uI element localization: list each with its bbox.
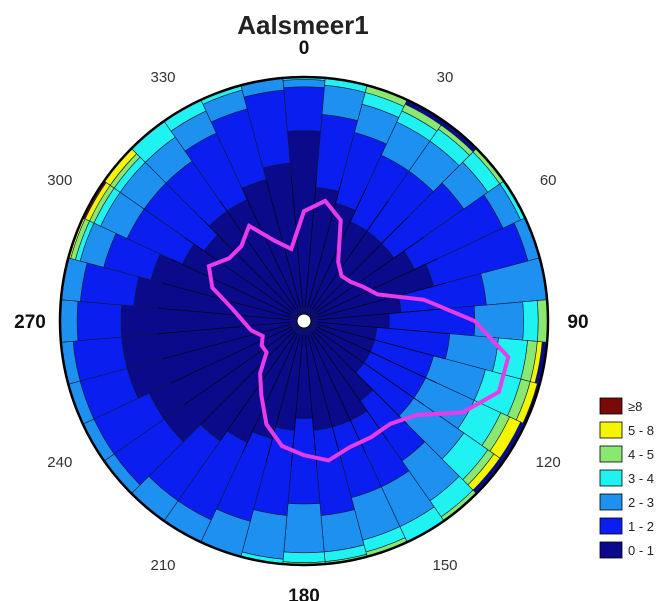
legend-swatch-0	[599, 397, 623, 415]
direction-tick-120: 120	[536, 454, 561, 471]
legend-swatch-2	[599, 445, 623, 463]
legend-label-4: 2 - 3	[628, 495, 654, 510]
direction-tick-30: 30	[437, 69, 454, 86]
spoke-240	[183, 328, 293, 406]
legend-swatch-5	[599, 517, 623, 535]
legend-label-6: 0 - 1	[628, 543, 654, 558]
spoke-210	[241, 333, 299, 454]
spoke-70	[316, 258, 437, 316]
spoke-190	[290, 334, 304, 467]
outline-series-line	[206, 198, 511, 463]
spokes-layer	[158, 175, 450, 467]
spoke-130	[315, 328, 425, 406]
spoke-110	[317, 324, 446, 360]
sector-270-bin-2	[59, 299, 79, 343]
spoke-0	[290, 175, 304, 308]
spoke-310	[183, 236, 293, 314]
spoke-330	[219, 200, 297, 310]
chart-title: Aalsmeer1	[237, 10, 369, 40]
legend-label-5: 1 - 2	[628, 519, 654, 534]
legend-label-3: 3 - 4	[628, 471, 654, 486]
outer-ring	[58, 75, 550, 567]
spoke-140	[313, 330, 408, 425]
direction-tick-90: 90	[567, 312, 588, 333]
spoke-280	[158, 307, 291, 321]
direction-tick-270: 270	[14, 312, 46, 333]
spoke-60	[315, 236, 425, 314]
spoke-40	[311, 200, 389, 310]
spoke-170	[307, 334, 343, 463]
spoke-230	[200, 330, 295, 425]
spoke-250	[171, 326, 292, 384]
spoke-90	[317, 307, 450, 321]
spoke-270	[158, 321, 291, 335]
direction-tick-210: 210	[150, 557, 175, 574]
legend-label-0: ≥8	[628, 399, 642, 414]
legend: ≥8 5 - 8 4 - 5 3 - 4 2 - 3 1 - 2 0 - 1	[599, 397, 654, 559]
sector-0-bin-2	[282, 79, 326, 88]
spoke-300	[171, 258, 292, 316]
spoke-150	[311, 332, 389, 442]
direction-tick-150: 150	[432, 557, 457, 574]
direction-tick-60: 60	[540, 172, 557, 189]
sector-0-bin-1	[283, 86, 325, 132]
sector-180-bin-3	[282, 551, 326, 563]
legend-swatch-6	[599, 541, 623, 559]
sector-90-bin-2	[473, 301, 524, 341]
spoke-260	[162, 324, 291, 360]
spoke-100	[317, 321, 450, 335]
spoke-220	[219, 332, 297, 442]
spoke-120	[316, 326, 437, 384]
legend-swatch-4	[599, 493, 623, 511]
spoke-20	[307, 179, 343, 308]
spoke-340	[241, 188, 299, 309]
spoke-180	[304, 334, 318, 467]
legend-label-1: 5 - 8	[628, 423, 654, 438]
legend-swatch-1	[599, 421, 623, 439]
direction-tick-330: 330	[150, 69, 175, 86]
direction-tick-300: 300	[47, 172, 72, 189]
legend-label-2: 4 - 5	[628, 447, 654, 462]
spoke-160	[309, 333, 367, 454]
direction-ticks: 0 30 60 90 120 150 180 210 240 270 300 330	[14, 38, 588, 601]
spoke-50	[313, 217, 408, 312]
legend-swatch-3	[599, 469, 623, 487]
sector-180-bin-2	[283, 502, 325, 554]
spoke-10	[304, 175, 318, 308]
direction-tick-240: 240	[47, 454, 72, 471]
sector-110-bin-5	[515, 381, 538, 424]
direction-tick-0: 0	[299, 38, 310, 59]
spoke-80	[317, 282, 446, 318]
sector-90-bin-3	[522, 300, 539, 342]
spoke-320	[200, 217, 295, 312]
direction-tick-180: 180	[288, 586, 320, 601]
center-marker	[296, 313, 312, 329]
sector-270-bin-1	[76, 300, 123, 342]
spoke-200	[265, 334, 301, 463]
